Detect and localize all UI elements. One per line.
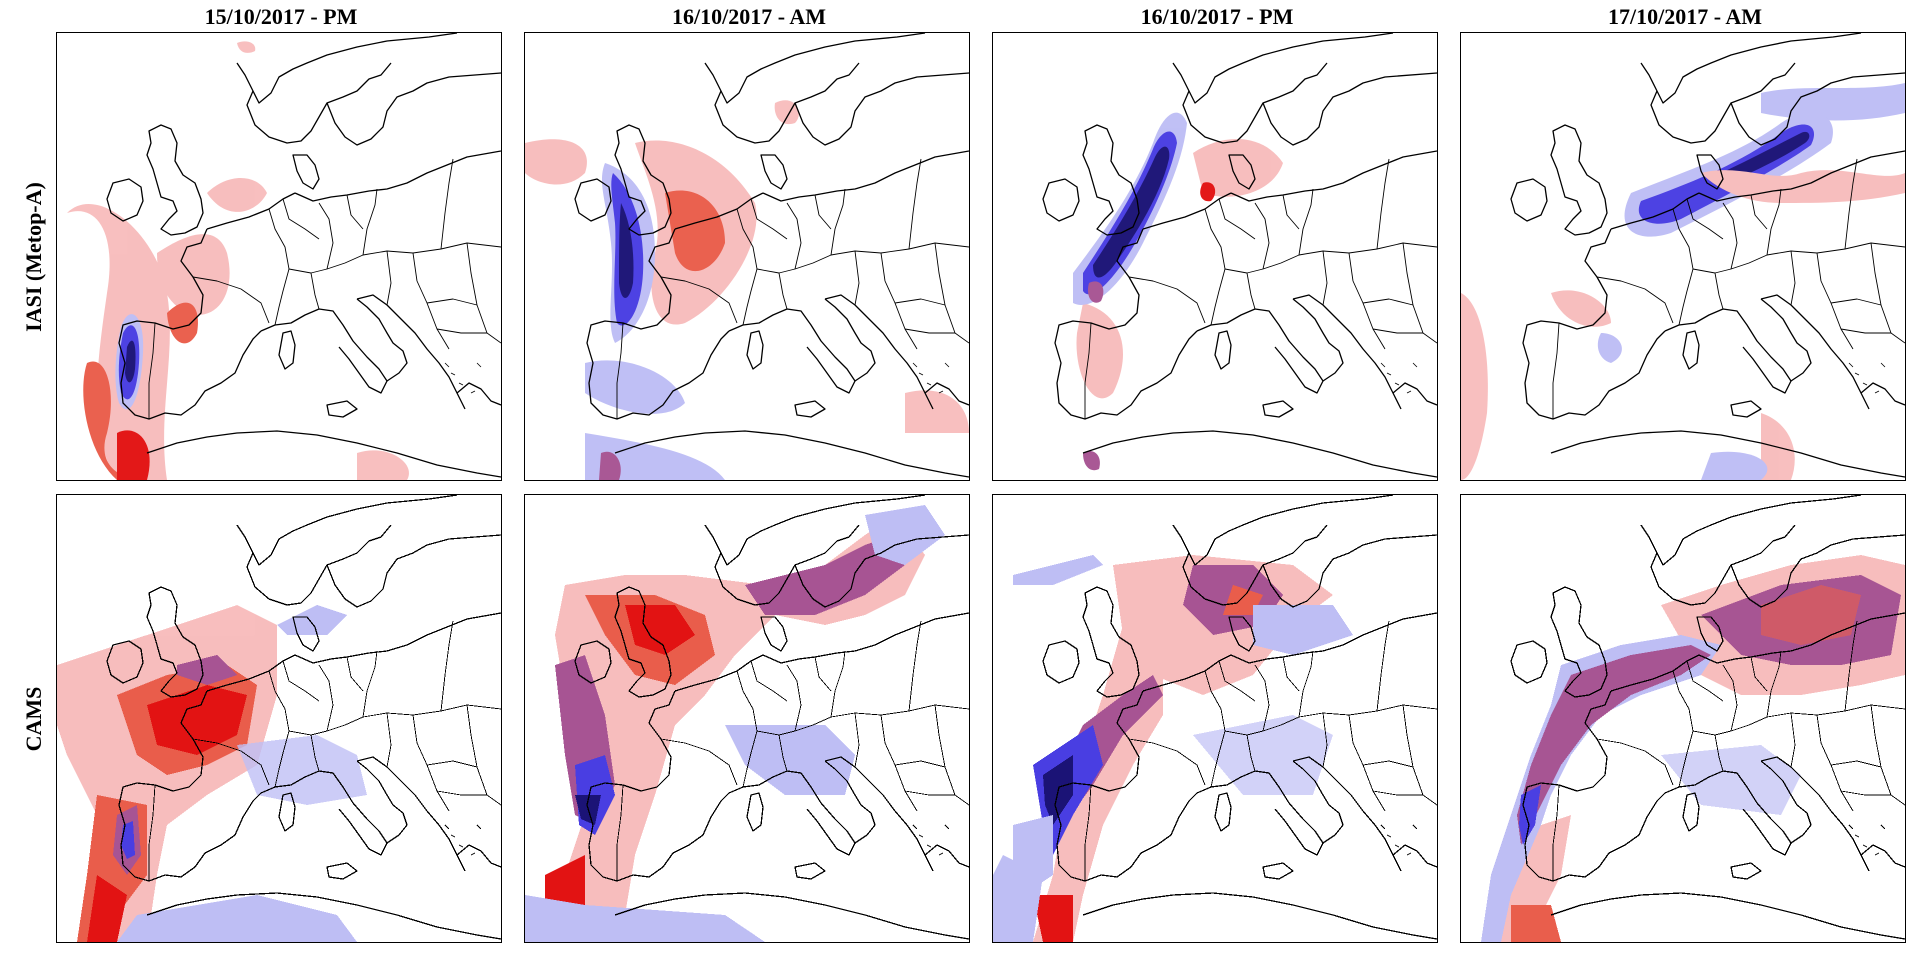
column-title-1: 15/10/2017 - PM bbox=[204, 4, 358, 29]
cams-panel-16-10-am bbox=[524, 494, 970, 943]
iasi-panel-17-10-am bbox=[1460, 32, 1906, 481]
column-title-3: 16/10/2017 - PM bbox=[1140, 4, 1294, 29]
iasi-panel-16-10-pm bbox=[992, 32, 1438, 481]
cams-panel-16-10-pm bbox=[992, 494, 1438, 943]
map-svg bbox=[57, 495, 501, 942]
map-svg bbox=[67, 33, 501, 480]
map-svg bbox=[525, 33, 969, 480]
map-svg bbox=[525, 495, 969, 942]
map-svg bbox=[1042, 33, 1437, 478]
row-label-iasi: IASI (Metop-A) bbox=[21, 182, 46, 332]
map-svg bbox=[1481, 495, 1905, 942]
cams-panel-17-10-am bbox=[1460, 494, 1906, 943]
column-title-2: 16/10/2017 - AM bbox=[672, 4, 826, 29]
iasi-panel-16-10-am bbox=[524, 32, 970, 481]
map-svg bbox=[993, 495, 1437, 942]
row-label-cams: CAMS bbox=[21, 686, 46, 752]
column-title-4: 17/10/2017 - AM bbox=[1608, 4, 1762, 29]
iasi-panel-15-10-pm bbox=[56, 32, 502, 481]
map-svg bbox=[1461, 33, 1905, 480]
cams-panel-15-10-pm bbox=[56, 494, 502, 943]
